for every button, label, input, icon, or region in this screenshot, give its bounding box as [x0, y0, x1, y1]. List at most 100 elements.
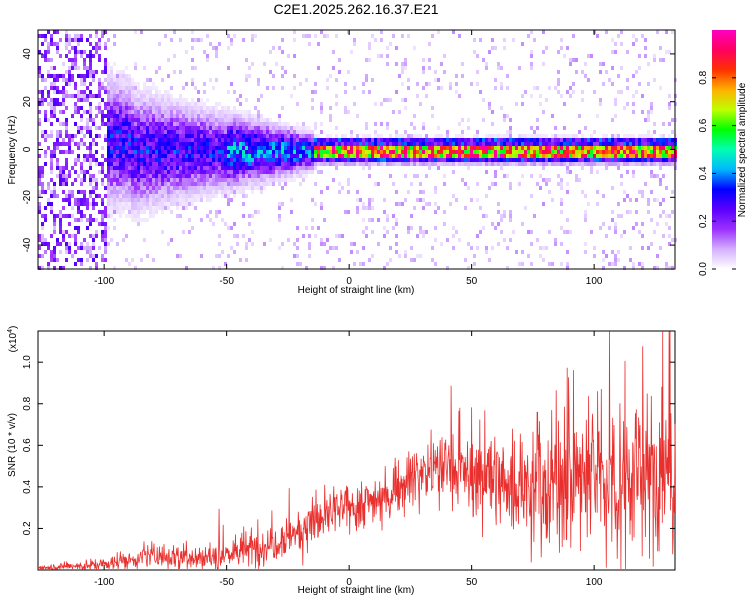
heatmap-cell [149, 162, 152, 166]
heatmap-cell [146, 106, 149, 110]
heatmap-cell [593, 130, 596, 134]
heatmap-cell [44, 54, 47, 58]
heatmap-cell [128, 110, 131, 114]
heatmap-cell [200, 154, 203, 158]
heatmap-cell [599, 142, 602, 146]
heatmap-cell [629, 210, 632, 214]
heatmap-cell [242, 178, 245, 182]
heatmap-cell [59, 38, 62, 42]
heatmap-cell [647, 146, 650, 150]
heatmap-cell [506, 162, 509, 166]
heatmap-cell [653, 174, 656, 178]
heatmap-cell [602, 258, 605, 262]
heatmap-cell [476, 158, 479, 162]
heatmap-cell [263, 186, 266, 190]
heatmap-cell [89, 162, 92, 166]
heatmap-cell [167, 74, 170, 78]
heatmap-cell [230, 150, 233, 154]
heatmap-cell [269, 150, 272, 154]
heatmap-cell [437, 206, 440, 210]
heatmap-cell [74, 234, 77, 238]
heatmap-cell [194, 186, 197, 190]
heatmap-cell [125, 94, 128, 98]
heatmap-cell [401, 134, 404, 138]
heatmap-cell [590, 170, 593, 174]
heatmap-cell [176, 198, 179, 202]
heatmap-cell [92, 122, 95, 126]
heatmap-cell [593, 150, 596, 154]
heatmap-cell [296, 146, 299, 150]
heatmap-cell [128, 146, 131, 150]
heatmap-cell [122, 82, 125, 86]
heatmap-cell [584, 250, 587, 254]
heatmap-cell [101, 70, 104, 74]
heatmap-cell [482, 158, 485, 162]
heatmap-cell [338, 258, 341, 262]
heatmap-cell [296, 130, 299, 134]
heatmap-cell [263, 154, 266, 158]
heatmap-cell [131, 110, 134, 114]
heatmap-cell [251, 242, 254, 246]
heatmap-cell [179, 190, 182, 194]
heatmap-cell [260, 134, 263, 138]
heatmap-cell [113, 90, 116, 94]
heatmap-cell [206, 114, 209, 118]
heatmap-cell [242, 162, 245, 166]
heatmap-cell [536, 118, 539, 122]
heatmap-cell [128, 82, 131, 86]
figure-title: C2E1.2025.262.16.37.E21 [273, 1, 438, 17]
heatmap-cell [206, 134, 209, 138]
heatmap-cell [164, 90, 167, 94]
heatmap-cell [203, 170, 206, 174]
heatmap-cell [410, 182, 413, 186]
heatmap-cell [47, 50, 50, 54]
heatmap-cell [410, 214, 413, 218]
heatmap-cell [425, 142, 428, 146]
heatmap-cell [422, 58, 425, 62]
heatmap-cell [548, 230, 551, 234]
heatmap-cell [50, 74, 53, 78]
heatmap-cell [227, 122, 230, 126]
heatmap-cell [629, 246, 632, 250]
heatmap-cell [44, 110, 47, 114]
heatmap-cell [137, 154, 140, 158]
heatmap-cell [305, 150, 308, 154]
heatmap-cell [389, 158, 392, 162]
heatmap-cell [155, 102, 158, 106]
heatmap-cell [245, 158, 248, 162]
heatmap-cell [218, 150, 221, 154]
heatmap-cell [413, 158, 416, 162]
heatmap-cell [566, 150, 569, 154]
heatmap-cell [515, 138, 518, 142]
heatmap-cell [179, 186, 182, 190]
heatmap-cell [455, 142, 458, 146]
heatmap-cell [227, 254, 230, 258]
heatmap-cell [164, 150, 167, 154]
heatmap-cell [470, 246, 473, 250]
heatmap-cell [113, 110, 116, 114]
heatmap-cell [137, 182, 140, 186]
heatmap-cell [572, 154, 575, 158]
heatmap-cell [335, 78, 338, 82]
heatmap-cell [143, 186, 146, 190]
heatmap-cell [389, 246, 392, 250]
heatmap-cell [128, 78, 131, 82]
heatmap-cell [125, 214, 128, 218]
heatmap-cell [590, 230, 593, 234]
heatmap-cell [443, 146, 446, 150]
heatmap-cell [257, 158, 260, 162]
heatmap-cell [158, 206, 161, 210]
heatmap-cell [47, 134, 50, 138]
heatmap-cell [158, 190, 161, 194]
heatmap-cell [566, 162, 569, 166]
heatmap-cell [485, 146, 488, 150]
heatmap-cell [56, 42, 59, 46]
heatmap-cell [176, 182, 179, 186]
heatmap-cell [644, 146, 647, 150]
heatmap-cell [158, 130, 161, 134]
heatmap-cell [53, 150, 56, 154]
heatmap-cell [650, 154, 653, 158]
heatmap-cell [152, 142, 155, 146]
heatmap-cell [80, 198, 83, 202]
heatmap-cell [38, 170, 41, 174]
